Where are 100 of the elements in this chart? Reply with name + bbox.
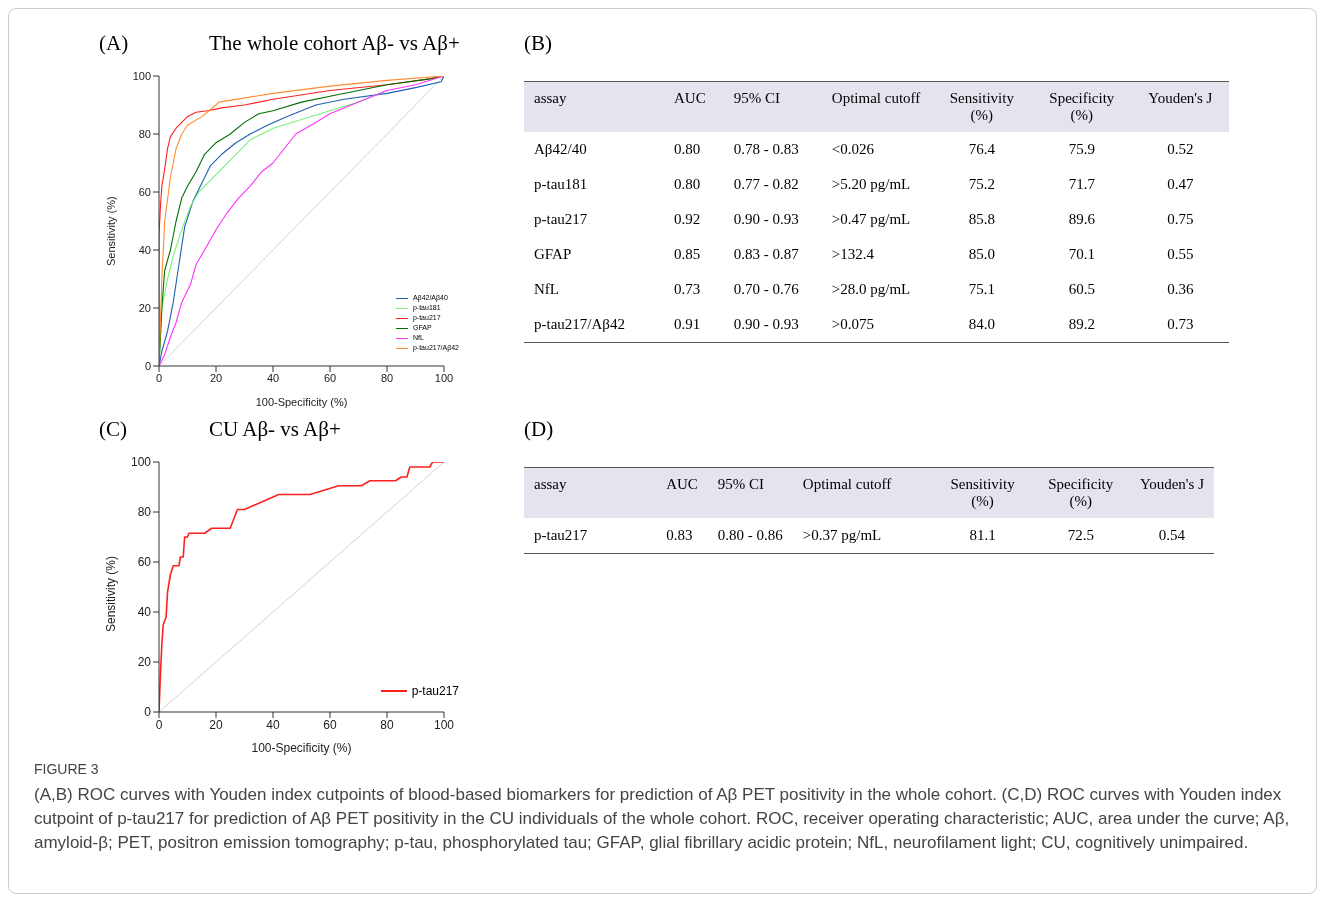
text: 89.2 <box>1068 316 1095 332</box>
text: 76.4 <box>968 141 995 157</box>
text: 0.75 <box>1167 211 1194 227</box>
text: 0.83 - 0.87 <box>733 246 799 262</box>
text: >28.0 pg/mL <box>831 281 911 297</box>
category-label: 95% CI <box>732 89 781 108</box>
text: 0.90 - 0.93 <box>733 316 799 332</box>
category-label: Specificity (%) <box>1047 475 1115 511</box>
text: (B) <box>524 31 553 57</box>
chart-title: The whole cohort Aβ- vs Aβ+ <box>209 31 460 57</box>
y-tick-label: 20 <box>137 655 152 670</box>
y-axis-title: Sensitivity (%) <box>104 555 119 632</box>
text: FIGURE 3 <box>34 761 100 777</box>
y-tick-label: 100 <box>132 69 151 82</box>
x-tick-label: 0 <box>155 371 163 384</box>
x-tick-label: 40 <box>266 371 280 384</box>
x-tick-label: 60 <box>323 371 337 384</box>
text: 0.80 <box>674 176 701 192</box>
y-tick-label: 60 <box>138 185 151 198</box>
text: 0.78 - 0.83 <box>733 141 799 157</box>
category-label: assay <box>533 475 568 494</box>
text: (D) <box>524 417 555 443</box>
x-tick-label: 0 <box>155 717 163 732</box>
x-tick-label: 20 <box>209 717 223 732</box>
text: 72.5 <box>1067 527 1094 543</box>
text: 75.1 <box>968 281 995 297</box>
text: 0.92 <box>674 211 701 227</box>
text: p-tau217 <box>534 211 588 227</box>
legend-label: p-tau217 <box>411 683 459 699</box>
text: 0.83 <box>666 527 693 543</box>
text: p-tau217/Aβ42 <box>534 316 625 332</box>
y-axis-title: Sensitivity (%) <box>104 196 117 266</box>
category-label: Youden's J <box>1138 475 1205 494</box>
chart-title: CU Aβ- vs Aβ+ <box>209 417 341 443</box>
category-label: 95% CI <box>716 475 766 494</box>
text: Aβ42/40 <box>534 141 587 157</box>
text: 0.77 - 0.82 <box>733 176 799 192</box>
text: 89.6 <box>1068 211 1095 227</box>
text: 0.36 <box>1167 281 1194 297</box>
text: 0.73 <box>1167 316 1194 332</box>
text: (A) <box>99 31 129 55</box>
text: (C) <box>99 417 127 441</box>
x-tick-label: 100 <box>434 371 454 384</box>
category-label: Specificity (%) <box>1048 89 1116 125</box>
y-tick-label: 20 <box>138 301 151 314</box>
x-axis-title: 100-Specificity (%) <box>251 741 352 755</box>
text: 0.70 - 0.76 <box>733 281 799 297</box>
y-tick-label: 0 <box>144 359 151 372</box>
y-tick-label: 40 <box>138 243 151 256</box>
category-label: AUC <box>673 89 707 108</box>
text: NfL <box>534 281 559 297</box>
y-tick-label: 80 <box>138 127 151 140</box>
text: 0.47 <box>1167 176 1194 192</box>
text: 71.7 <box>1068 176 1095 192</box>
x-axis-title: 100-Specificity (%) <box>255 396 348 408</box>
text: 85.0 <box>968 246 995 262</box>
text: 85.8 <box>968 211 995 227</box>
text: 75.9 <box>1068 141 1095 157</box>
category-label: Sensitivity (%) <box>949 475 1016 511</box>
text: 0.85 <box>674 246 701 262</box>
text: >5.20 pg/mL <box>831 176 911 192</box>
category-label: Youden's J <box>1147 89 1214 108</box>
text: 0.90 - 0.93 <box>733 211 799 227</box>
text: 60.5 <box>1068 281 1095 297</box>
text: p-tau217 <box>534 527 588 543</box>
y-tick-label: 0 <box>144 705 152 720</box>
category-label: Optimal cutoff <box>830 89 922 108</box>
text: 0.91 <box>674 316 701 332</box>
x-tick-label: 40 <box>266 717 280 732</box>
category-label: AUC <box>665 475 699 494</box>
category-label: Optimal cutoff <box>801 475 893 494</box>
text: >132.4 <box>831 246 875 262</box>
text: 75.2 <box>968 176 995 192</box>
x-tick-label: 80 <box>380 717 394 732</box>
y-tick-label: 60 <box>137 555 152 570</box>
text: (A,B) ROC curves with Youden index cutpoints of blood-based biomarkers for prediction of Aβ PET positivity in the whole cohort. (C,D) ROC curves with Youden index cutpoint of p-tau217 for prediction of Aβ PET positivity in the CU individuals of the whole cohort. ROC, receiver operating characteristic; AUC, area under the curve; Aβ, amyloid-β; PET, positron emission tomography; p-tau, phosphorylated tau; GFAP, glial fibrillary acidic protein; NfL, neurofilament light; CU, cognitively unimpaired. <box>34 784 1291 854</box>
text: >0.47 pg/mL <box>831 211 911 227</box>
text: 70.1 <box>1068 246 1095 262</box>
text: GFAP <box>534 246 572 262</box>
y-tick-label: 100 <box>130 455 152 470</box>
text: 0.54 <box>1158 527 1186 543</box>
text: 0.73 <box>674 281 701 297</box>
x-tick-label: 60 <box>323 717 337 732</box>
text: <0.026 <box>831 141 875 157</box>
text: 0.52 <box>1167 141 1194 157</box>
text: >0.075 <box>831 316 875 332</box>
text: 81.1 <box>969 527 996 543</box>
category-label: assay <box>533 89 568 108</box>
text: >0.37 pg/mL <box>802 527 882 543</box>
x-tick-label: 100 <box>433 717 455 732</box>
x-tick-label: 80 <box>380 371 394 384</box>
text: 0.80 <box>674 141 701 157</box>
text: 84.0 <box>968 316 995 332</box>
text: 0.55 <box>1167 246 1194 262</box>
text: 0.80 - 0.86 <box>717 527 783 543</box>
text: p-tau181 <box>534 176 588 192</box>
y-tick-label: 80 <box>137 505 152 520</box>
y-tick-label: 40 <box>137 605 152 620</box>
category-label: Sensitivity (%) <box>948 89 1015 125</box>
x-tick-label: 20 <box>209 371 223 384</box>
